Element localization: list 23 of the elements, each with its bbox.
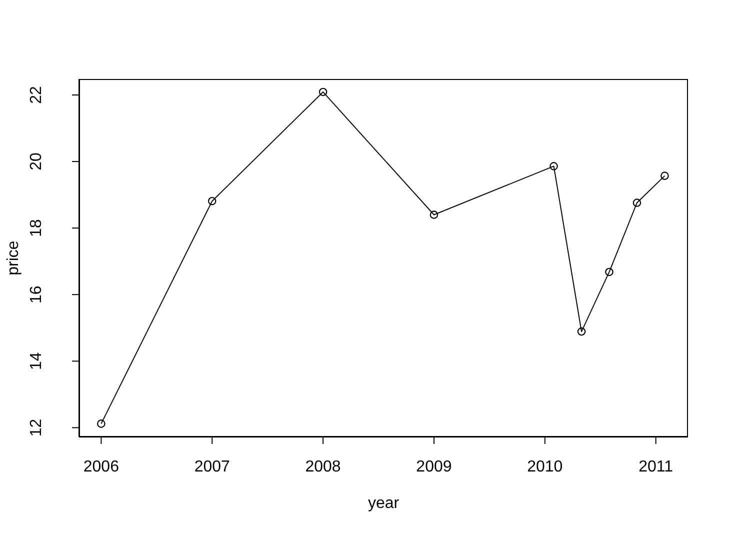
x-tick-label: 2007 [194, 458, 230, 476]
y-tick-label: 12 [28, 418, 45, 437]
y-tick-label: 16 [28, 286, 45, 304]
y-tick-label: 14 [28, 352, 45, 370]
y-tick-label: 22 [28, 86, 45, 104]
point [660, 172, 669, 180]
point [550, 162, 558, 170]
y-axis-title: price [5, 240, 22, 276]
x-tick-label: 2006 [83, 458, 120, 476]
x-tick-label: 2008 [305, 458, 341, 476]
point [632, 198, 642, 207]
y-tick-label: 20 [28, 152, 45, 170]
point [430, 210, 438, 219]
point [208, 196, 216, 206]
point [605, 268, 614, 276]
x-tick-label: 2009 [416, 458, 452, 476]
x-tick-label: 2010 [527, 458, 563, 476]
point [97, 420, 106, 428]
point [577, 327, 586, 336]
y-tick-label: 18 [28, 219, 45, 237]
point [318, 88, 328, 96]
x-tick-label: 2011 [638, 458, 674, 476]
x-axis-title: year [368, 495, 400, 512]
